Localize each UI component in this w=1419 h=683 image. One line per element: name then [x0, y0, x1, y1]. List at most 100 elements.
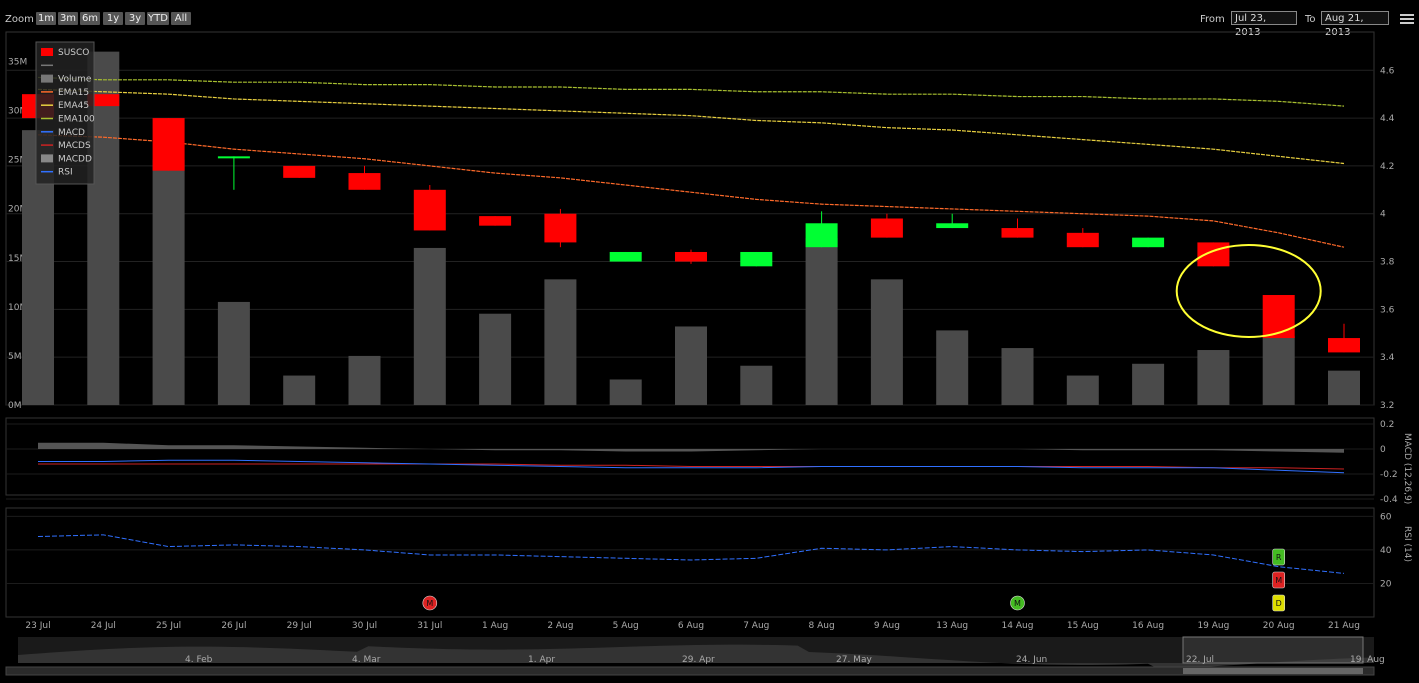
- navigator-label: 1. Apr: [528, 655, 555, 665]
- macd-line-macd: [38, 459, 1345, 474]
- zoom-3m-button[interactable]: 3m: [58, 12, 78, 25]
- marker-label: M: [426, 599, 433, 608]
- volume-bar: [348, 355, 381, 405]
- macd-title: MACD (12,26,9): [1402, 433, 1412, 504]
- legend-item: Volume: [58, 75, 92, 85]
- volume-bar: [805, 238, 838, 405]
- candle-body: [805, 223, 838, 248]
- zoom-all-button[interactable]: All: [171, 12, 191, 25]
- volume-bar: [217, 301, 250, 405]
- volume-bar: [1328, 370, 1360, 405]
- zoom-1m-button[interactable]: 1m: [36, 12, 56, 25]
- macd-pane-frame: [5, 417, 1375, 496]
- navigator-label: 4. Feb: [185, 655, 213, 665]
- price-axis-tick: 4.4: [1380, 114, 1395, 124]
- candle-body: [870, 218, 903, 238]
- rsi-title: RSI (14): [1402, 526, 1412, 562]
- zoom-3y-button[interactable]: 3y: [125, 12, 145, 25]
- x-axis-label: 19 Aug: [1197, 621, 1229, 631]
- marker-label: M: [1014, 599, 1021, 608]
- x-axis-label: 31 Jul: [417, 621, 442, 631]
- x-axis-label: 21 Aug: [1328, 621, 1360, 631]
- ema-line-ema15: [37, 134, 1345, 248]
- marker-flag: [1272, 594, 1285, 612]
- navigator-scrollbar: [5, 666, 1375, 676]
- x-axis-label: 15 Aug: [1067, 621, 1099, 631]
- marker-flag: [1272, 571, 1285, 589]
- volume-bar: [152, 159, 185, 405]
- candle-body: [609, 251, 642, 262]
- volume-bar: [1262, 336, 1295, 405]
- volume-bar: [1001, 348, 1034, 405]
- candle-body: [479, 216, 512, 226]
- candle-body: [675, 251, 707, 262]
- x-axis-label: 7 Aug: [743, 621, 769, 631]
- rsi-axis-tick: 60: [1380, 512, 1392, 522]
- to-label: To: [1305, 14, 1316, 25]
- volume-bar: [1197, 350, 1230, 405]
- marker-label: R: [1276, 553, 1282, 562]
- price-axis-tick: 3.2: [1380, 401, 1394, 411]
- price-axis-tick: 4: [1380, 210, 1386, 220]
- volume-axis-tick: 30M: [8, 107, 27, 117]
- candle-body: [544, 213, 577, 243]
- navigator-label: 22. Jul: [1186, 655, 1214, 665]
- volume-bar: [1132, 363, 1165, 405]
- legend-item: SUSCO: [58, 48, 89, 58]
- candle-body: [1132, 237, 1165, 248]
- x-axis-label: 9 Aug: [874, 621, 900, 631]
- volume-axis-tick: 0M: [8, 401, 22, 411]
- macd-line-macds: [38, 463, 1345, 470]
- volume-bar: [870, 279, 903, 405]
- x-axis-label: 20 Aug: [1263, 621, 1295, 631]
- legend-item: MACDS: [58, 141, 91, 151]
- marker-flag: [1010, 595, 1025, 611]
- zoom-1y-button[interactable]: 1y: [103, 12, 123, 25]
- navigator: [5, 636, 1375, 676]
- macd-axis-tick: 0: [1380, 445, 1386, 455]
- x-axis-label: 24 Jul: [91, 621, 116, 631]
- zoom-6m-button[interactable]: 6m: [80, 12, 100, 25]
- macd-axis-tick: 0.2: [1380, 420, 1394, 430]
- menu-icon[interactable]: [1400, 14, 1414, 26]
- rsi-axis-tick: 20: [1380, 579, 1392, 589]
- volume-bar: [479, 313, 512, 405]
- x-axis-label: 26 Jul: [221, 621, 246, 631]
- x-axis-label: 1 Aug: [482, 621, 508, 631]
- volume-bar: [740, 365, 773, 405]
- legend-swatch: [41, 154, 53, 163]
- volume-axis-tick: 35M: [8, 57, 27, 67]
- x-axis-label: 6 Aug: [678, 621, 704, 631]
- ema-line-ema45: [37, 88, 1345, 165]
- candle-body: [87, 94, 120, 107]
- legend-item: MACDD: [58, 154, 92, 164]
- navigator-label: 27. May: [836, 655, 872, 665]
- volume-bar: [1066, 375, 1099, 405]
- candle-body: [413, 189, 446, 231]
- candle-body: [1066, 232, 1099, 248]
- navigator-series: [18, 644, 1374, 670]
- x-axis-label: 16 Aug: [1132, 621, 1164, 631]
- volume-bar: [936, 330, 969, 405]
- legend-item: EMA100: [58, 115, 95, 125]
- rsi-pane-frame: [5, 507, 1375, 618]
- volume-bar: [413, 247, 446, 405]
- volume-bar: [544, 279, 577, 405]
- rsi-line: [37, 534, 1345, 574]
- x-axis-label: 13 Aug: [936, 621, 968, 631]
- volume-axis-tick: 5M: [8, 352, 22, 362]
- candle-body: [348, 173, 381, 190]
- zoom-ytd-button[interactable]: YTD: [147, 12, 169, 25]
- macd-axis-tick: -0.4: [1380, 495, 1398, 505]
- price-axis-tick: 4.6: [1380, 66, 1395, 76]
- x-axis-label: 14 Aug: [1002, 621, 1034, 631]
- price-axis-tick: 3.4: [1380, 353, 1395, 363]
- zoom-label: Zoom: [5, 14, 34, 25]
- x-axis-label: 29 Jul: [287, 621, 312, 631]
- highlight-ellipse: [1175, 244, 1322, 338]
- price-axis-tick: 3.6: [1380, 305, 1395, 315]
- candle-body: [1197, 242, 1230, 267]
- legend-item: RSI: [58, 168, 73, 178]
- price-axis-tick: 4.2: [1380, 162, 1394, 172]
